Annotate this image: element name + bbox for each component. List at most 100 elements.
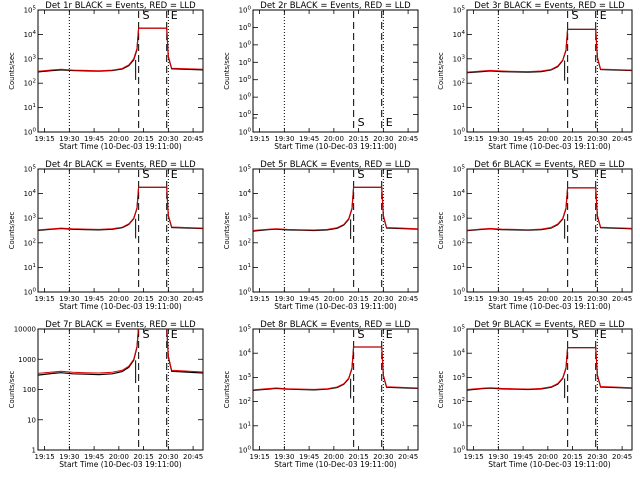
lld-series-line	[253, 346, 418, 391]
start-marker-label: S	[572, 328, 579, 341]
panel-title: Det 3r BLACK = Events, RED = LLD	[474, 1, 625, 11]
x-tick-label: 19:30	[488, 135, 508, 143]
y-axis-label: Counts/sec	[437, 212, 445, 250]
x-axis-label: Start Time (10-Dec-03 19:11:00)	[59, 142, 181, 151]
y-tick-label: 1000	[18, 356, 36, 364]
y-tick-label: 101	[239, 263, 251, 272]
panel-title: Det 7r BLACK = Events, RED = LLD	[45, 320, 196, 330]
x-tick-label: 20:30	[587, 135, 607, 143]
x-tick-label: 19:30	[59, 453, 79, 461]
y-tick-label: 100	[239, 288, 252, 297]
y-tick-label: 104	[24, 189, 37, 198]
x-axis-label: Start Time (10-Dec-03 19:11:00)	[274, 460, 396, 469]
y-tick-label: 105	[453, 165, 466, 174]
lld-series-line	[253, 186, 418, 231]
events-series-line	[467, 28, 632, 74]
x-tick-label: 20:30	[158, 135, 178, 143]
plot-frame	[252, 328, 419, 451]
x-tick-label: 20:00	[324, 295, 344, 303]
plot-frame	[37, 9, 204, 133]
y-tick-label: 100	[453, 288, 466, 297]
y-tick-label: 103	[453, 54, 466, 63]
end-marker-label: E	[171, 9, 178, 22]
y-tick-label: 100	[239, 23, 252, 32]
y-tick-label: 101	[453, 421, 465, 430]
y-tick-label: 101	[453, 263, 465, 272]
end-marker-label: E	[171, 328, 178, 341]
y-tick-label: 100	[453, 446, 466, 455]
x-tick-label: 20:00	[109, 453, 129, 461]
x-tick-label: 20:30	[158, 453, 178, 461]
y-tick-label: 104	[453, 349, 466, 358]
end-marker-label: E	[386, 116, 393, 129]
plot-frame	[466, 168, 633, 293]
events-series-line	[253, 346, 418, 391]
x-tick-label: 20:45	[398, 135, 418, 143]
x-axis-label: Start Time (10-Dec-03 19:11:00)	[59, 302, 181, 311]
x-tick-label: 20:15	[134, 295, 154, 303]
y-tick-label: 100	[239, 58, 252, 67]
events-series-line	[38, 27, 203, 73]
x-tick-label: 19:45	[513, 295, 533, 303]
start-marker-label: S	[143, 9, 150, 22]
detector-panel-1r: Det 1r BLACK = Events, RED = LLD 19:15 19:…	[8, 1, 204, 151]
x-tick-label: 19:15	[464, 453, 484, 461]
y-tick-label: 100	[239, 40, 252, 49]
y-axis-label: Counts/sec	[223, 212, 231, 250]
y-tick-label: 105	[453, 325, 466, 334]
x-tick-label: 20:45	[398, 453, 418, 461]
x-tick-label: 20:15	[349, 453, 369, 461]
x-tick-label: 19:30	[274, 135, 294, 143]
y-tick-label: 103	[239, 373, 252, 382]
x-tick-label: 19:30	[488, 295, 508, 303]
x-tick-label: 19:15	[35, 135, 55, 143]
y-axis-label: Counts/sec	[8, 52, 16, 90]
x-tick-label: 20:00	[538, 453, 558, 461]
x-tick-label: 20:45	[183, 453, 203, 461]
panel-title: Det 1r BLACK = Events, RED = LLD	[45, 1, 196, 11]
x-tick-label: 19:30	[274, 453, 294, 461]
x-tick-label: 19:45	[299, 135, 319, 143]
y-tick-label: 100	[239, 6, 252, 15]
y-tick-label: 103	[24, 54, 37, 63]
lld-series-line	[38, 329, 203, 374]
plot-frame	[466, 9, 633, 133]
x-tick-label: 20:30	[373, 453, 393, 461]
y-tick-label: 100	[453, 128, 466, 137]
plot-frame	[466, 328, 633, 451]
y-tick-label: 103	[239, 214, 252, 223]
x-tick-label: 19:30	[59, 135, 79, 143]
x-tick-label: 20:15	[134, 453, 154, 461]
x-tick-label: 20:45	[183, 135, 203, 143]
x-tick-label: 20:00	[109, 295, 129, 303]
events-series-line	[38, 329, 203, 376]
x-tick-label: 20:45	[612, 135, 632, 143]
y-axis-label: Counts/sec	[437, 52, 445, 90]
x-tick-label: 19:15	[35, 295, 55, 303]
start-marker-label: S	[358, 168, 365, 181]
y-tick-label: 100	[239, 110, 252, 119]
x-tick-label: 20:00	[109, 135, 129, 143]
y-tick-label: 102	[453, 238, 465, 247]
x-tick-label: 20:30	[158, 295, 178, 303]
lld-series-line	[467, 347, 632, 390]
y-tick-label: 1	[32, 447, 36, 455]
panel-title: Det 4r BLACK = Events, RED = LLD	[45, 160, 196, 170]
start-marker-label: S	[572, 9, 579, 22]
x-tick-label: 20:00	[538, 295, 558, 303]
x-tick-label: 20:00	[538, 135, 558, 143]
x-tick-label: 20:30	[587, 453, 607, 461]
panel-title: Det 9r BLACK = Events, RED = LLD	[474, 320, 625, 330]
x-tick-label: 19:15	[35, 453, 55, 461]
end-marker-label: E	[386, 168, 393, 181]
y-axis-label: Counts/sec	[8, 212, 16, 250]
detector-panel-2r: Det 2r BLACK = Events, RED = LLD 19:15 19:…	[223, 1, 419, 151]
detector-panel-5r: Det 5r BLACK = Events, RED = LLD 19:15 19:…	[223, 160, 419, 311]
panel-title: Det 2r BLACK = Events, RED = LLD	[260, 1, 411, 11]
x-tick-label: 20:45	[183, 295, 203, 303]
end-marker-label: E	[600, 328, 607, 341]
x-tick-label: 19:15	[250, 135, 270, 143]
plot-frame	[252, 168, 419, 293]
y-tick-label: 103	[453, 214, 466, 223]
x-tick-label: 20:15	[563, 453, 583, 461]
